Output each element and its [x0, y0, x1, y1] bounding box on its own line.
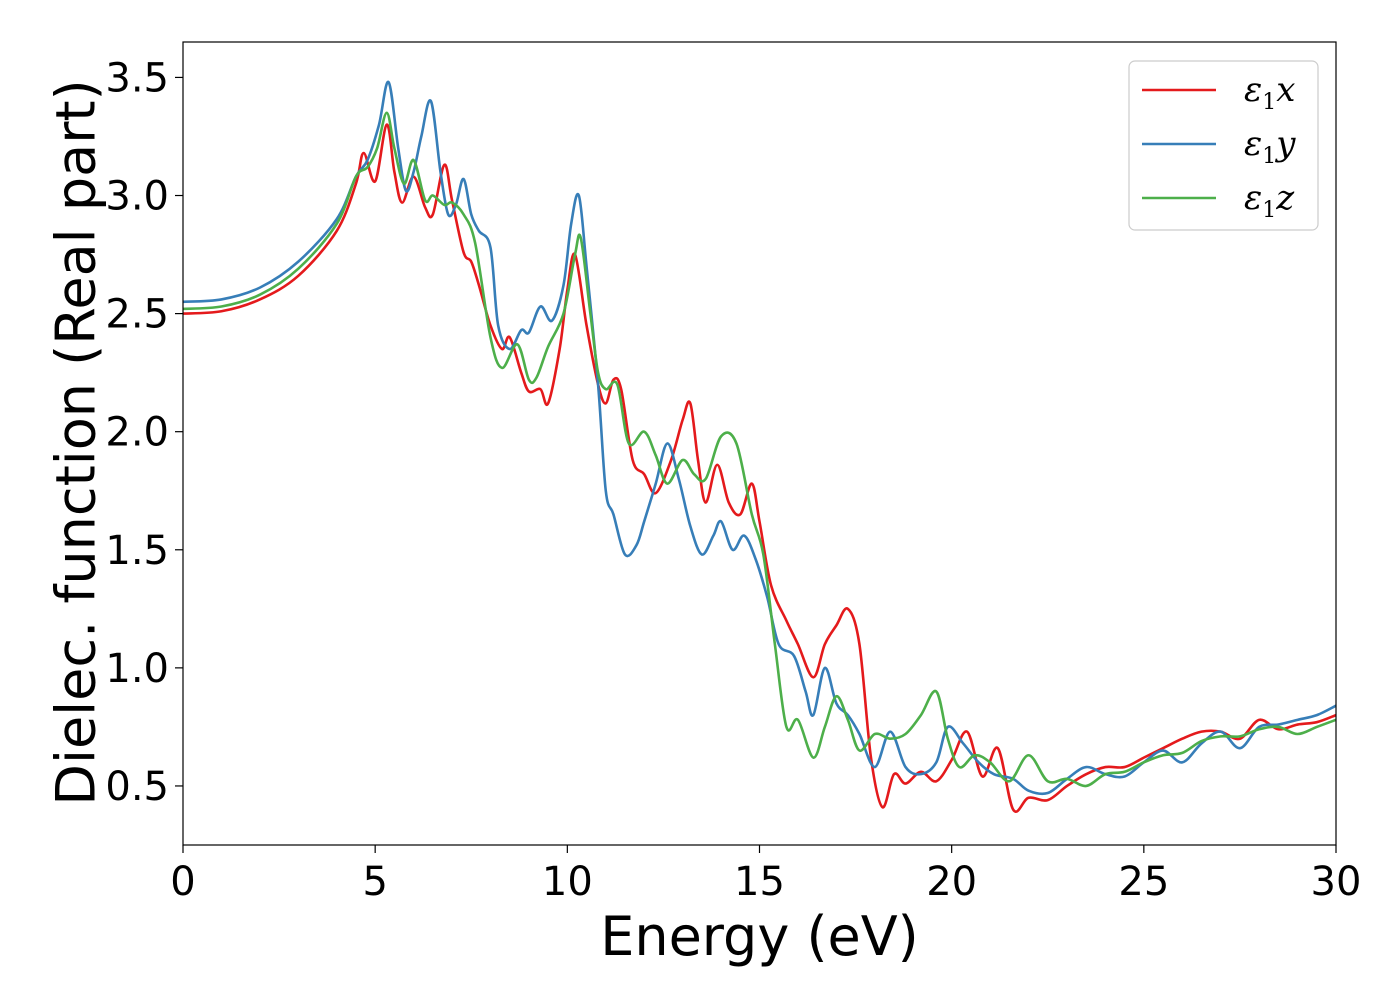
legend-label-sub: 1 [1262, 144, 1276, 169]
y-tick-label: 1.5 [105, 528, 169, 574]
x-tick-label: 30 [1311, 859, 1362, 905]
series-line-x [182, 123, 1337, 813]
ticks-layer: 0 5 10 15 20 25 30 0.5 1.0 1.5 2.0 2.5 3.0 3.5 [105, 55, 1361, 905]
y-axis-title: Dielec. function (Real part) [45, 79, 108, 805]
y-tick-label: 1.0 [105, 646, 169, 692]
series-line-z [182, 111, 1337, 788]
x-tick-label: 25 [1118, 859, 1169, 905]
series-layer [182, 80, 1337, 813]
legend-label-axis: z [1275, 178, 1295, 218]
legend-label-axis: x [1276, 70, 1295, 110]
legend-label-x: ε1x [1244, 70, 1295, 115]
y-tick-label: 0.5 [105, 764, 169, 810]
x-tick-label: 20 [926, 859, 977, 905]
y-tick-label: 2.0 [105, 410, 169, 456]
legend-label-sub: 1 [1262, 90, 1276, 115]
legend-box [1128, 60, 1319, 231]
legend-label-base: ε [1244, 124, 1262, 164]
x-tick-label: 0 [170, 859, 195, 905]
y-tick-label: 3.5 [105, 55, 169, 101]
legend-label-sub: 1 [1262, 198, 1276, 223]
legend-label-base: ε [1244, 70, 1262, 110]
legend-label-base: ε [1244, 178, 1262, 218]
x-axis-title: Energy (eV) [600, 905, 919, 968]
x-tick-label: 5 [362, 859, 387, 905]
x-tick-label: 15 [734, 859, 785, 905]
x-tick-label: 10 [542, 859, 593, 905]
y-tick-label: 2.5 [105, 292, 169, 338]
legend-label-z: ε1z [1244, 178, 1295, 223]
series-line-y [182, 80, 1337, 796]
legend-label-axis: y [1274, 124, 1296, 164]
y-tick-label: 3.0 [105, 174, 169, 220]
legend-label-y: ε1y [1244, 124, 1296, 169]
